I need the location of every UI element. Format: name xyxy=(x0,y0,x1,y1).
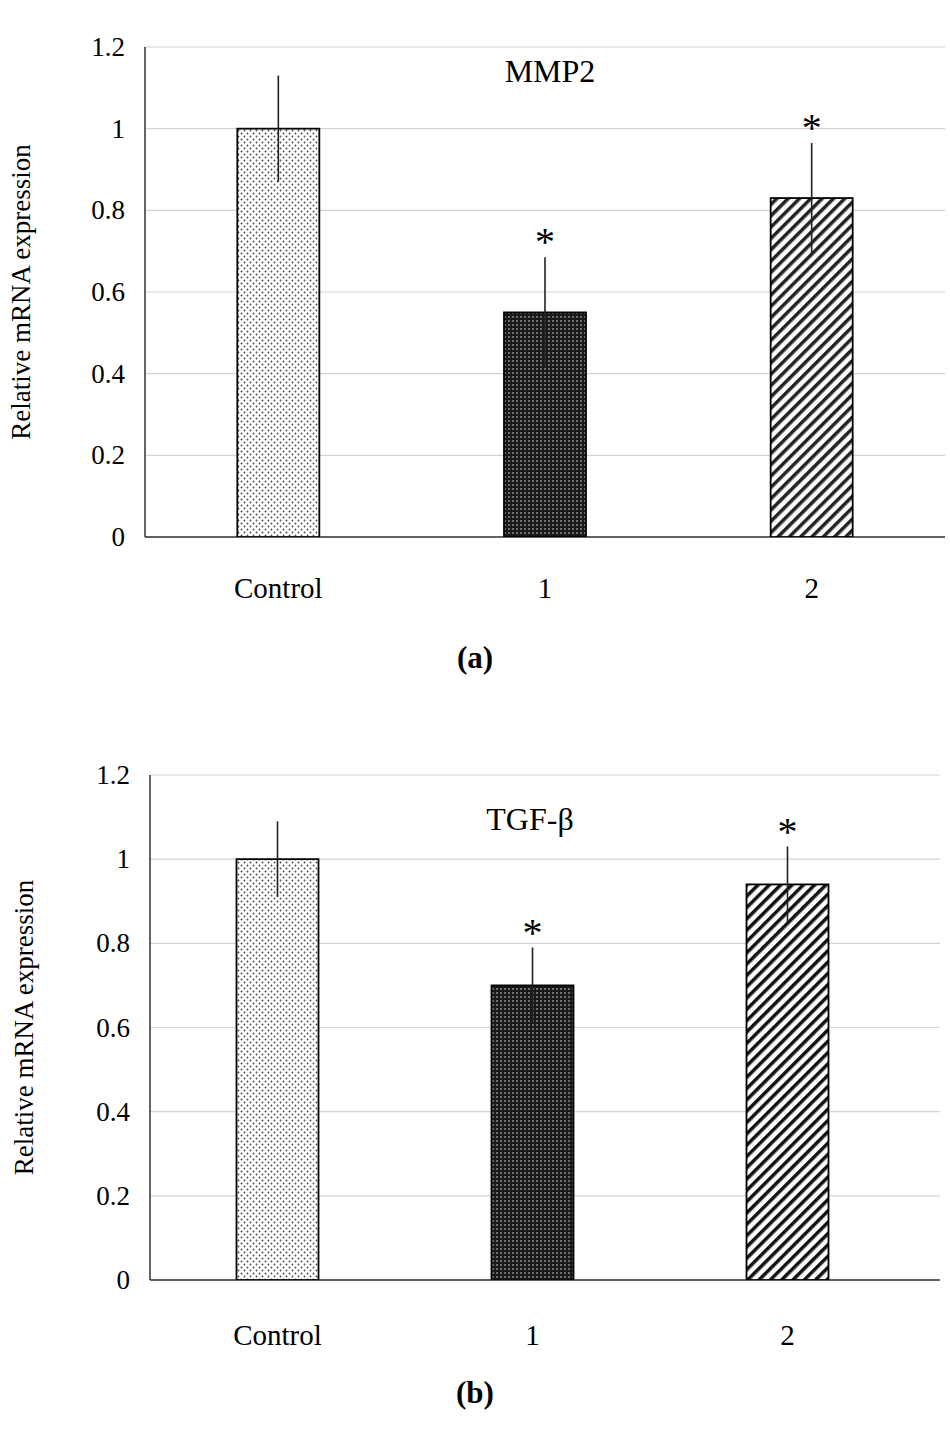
y-axis xyxy=(144,47,146,537)
significance-mark: * xyxy=(535,219,555,264)
error-bar xyxy=(278,76,280,182)
y-axis-label: Relative mRNA expression xyxy=(6,144,36,440)
tick-label: 0.4 xyxy=(96,1097,130,1127)
category-label: 1 xyxy=(538,572,553,604)
error-bar xyxy=(787,847,789,923)
tick-label: 0.8 xyxy=(91,195,125,225)
chart: 0 0.2 0.4 0.6 0.8 1 1.2 Control 1 * 2 * TGF-β Relativ… xyxy=(9,760,940,1410)
tick-label: 1 xyxy=(112,114,126,144)
error-bar xyxy=(532,948,534,1024)
category-label: 1 xyxy=(525,1319,540,1351)
panel-label: (a) xyxy=(457,640,493,675)
figure: 0 0.2 0.4 0.6 0.8 1 1.2 Control 1 * 2 * MMP2 Relative… xyxy=(0,0,950,1432)
y-axis-label: Relative mRNA expression xyxy=(9,879,39,1175)
tick-label: 0.8 xyxy=(96,928,130,958)
error-bar xyxy=(277,821,279,897)
bar xyxy=(237,129,319,537)
category-label: 2 xyxy=(780,1319,795,1351)
error-bar xyxy=(544,257,546,367)
plot-area xyxy=(237,821,829,1280)
tick-label: 1.2 xyxy=(91,32,125,62)
category-label: Control xyxy=(233,1319,322,1351)
title: MMP2 xyxy=(505,53,596,89)
bar xyxy=(237,859,319,1280)
tick-label: 0.6 xyxy=(96,1013,130,1043)
plot-area xyxy=(237,76,852,537)
tick-label: 0 xyxy=(117,1265,131,1295)
bar xyxy=(747,884,829,1280)
bar xyxy=(492,985,574,1280)
grid-line xyxy=(150,774,940,775)
tick-label: 0.2 xyxy=(96,1181,130,1211)
tick-label: 1 xyxy=(117,844,131,874)
tick-label: 0.2 xyxy=(91,440,125,470)
panel-label: (b) xyxy=(456,1375,494,1410)
tick-label: 0.6 xyxy=(91,277,125,307)
significance-mark: * xyxy=(523,910,543,955)
chart: 0 0.2 0.4 0.6 0.8 1 1.2 Control 1 * 2 * MMP2 Relative… xyxy=(6,32,945,675)
tick-label: 0 xyxy=(112,522,126,552)
tick-label: 1.2 xyxy=(96,760,130,790)
y-axis xyxy=(149,775,151,1280)
significance-mark: * xyxy=(802,105,822,150)
tick-label: 0.4 xyxy=(91,359,125,389)
grid-line xyxy=(145,46,945,47)
category-label: 2 xyxy=(804,572,819,604)
title: TGF-β xyxy=(486,801,573,837)
significance-mark: * xyxy=(778,809,798,854)
error-bar xyxy=(811,143,813,253)
category-label: Control xyxy=(234,572,323,604)
